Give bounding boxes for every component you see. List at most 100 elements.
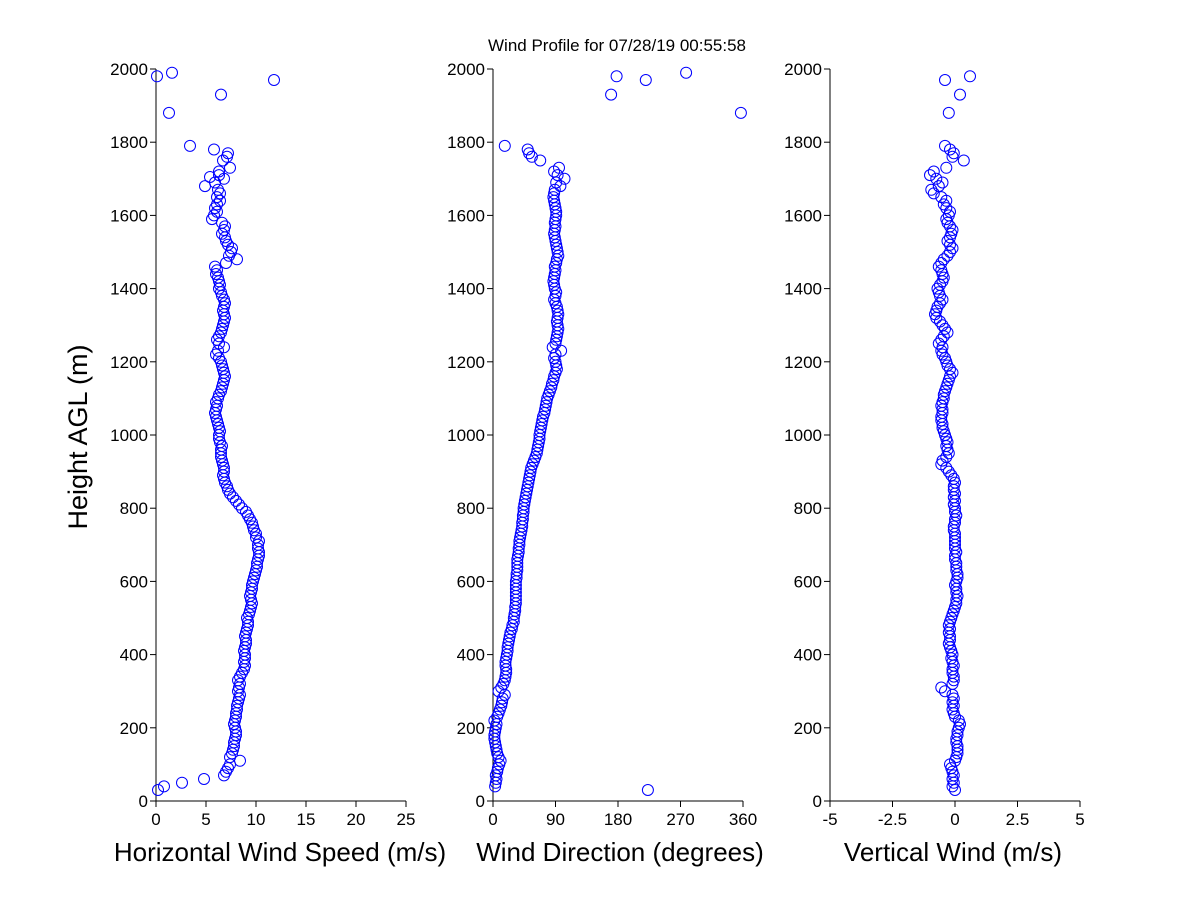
data-point xyxy=(231,253,243,266)
data-point xyxy=(947,472,960,485)
data-point xyxy=(495,681,508,694)
x-tick-label: 90 xyxy=(546,810,565,829)
data-point xyxy=(253,535,265,548)
data-point xyxy=(204,171,216,183)
data-point xyxy=(218,224,230,236)
data-point xyxy=(212,418,224,430)
data-point xyxy=(217,458,229,471)
data-point xyxy=(226,747,238,760)
y-tick-label: 200 xyxy=(794,719,822,738)
data-point xyxy=(230,494,242,507)
data-point xyxy=(220,257,232,269)
data-point xyxy=(209,407,221,419)
data-point xyxy=(233,498,245,511)
data-point xyxy=(944,363,956,376)
data-point xyxy=(208,209,220,222)
data-point xyxy=(498,139,511,152)
data-point xyxy=(949,784,961,796)
y-tick-label: 2000 xyxy=(784,60,822,79)
data-point xyxy=(605,88,618,101)
x-tick-label: 20 xyxy=(347,810,366,829)
data-point xyxy=(935,681,948,694)
y-tick-label: 600 xyxy=(457,572,485,591)
data-point xyxy=(641,784,654,796)
panel-wind-direction: 0 200 400 600 800 1000 1200 1400 1600 1800 2000 0 90… xyxy=(447,60,757,829)
data-point xyxy=(249,568,261,581)
data-point xyxy=(554,180,567,193)
x-tick-label: 0 xyxy=(151,810,160,829)
data-point xyxy=(214,425,226,438)
data-point xyxy=(215,88,227,101)
data-point xyxy=(224,161,236,174)
data-point xyxy=(937,253,950,266)
y-tick-label: 800 xyxy=(120,499,148,518)
data-point xyxy=(924,169,936,182)
y-tick-label: 1400 xyxy=(110,280,148,299)
data-point xyxy=(228,718,240,731)
data-point xyxy=(935,333,948,346)
y-tick-label: 1800 xyxy=(110,133,148,152)
x-axis-label-vertical-wind: Vertical Wind (m/s) xyxy=(844,837,1062,867)
data-point xyxy=(210,268,222,280)
data-point xyxy=(219,231,231,244)
data-point xyxy=(225,246,237,258)
data-point xyxy=(946,242,959,255)
y-tick-label: 1800 xyxy=(784,133,822,152)
y-tick-label: 200 xyxy=(120,719,148,738)
data-point xyxy=(222,483,234,496)
data-point xyxy=(240,505,252,518)
y-tick-label: 1400 xyxy=(784,280,822,299)
data-point xyxy=(227,743,239,756)
data-point xyxy=(184,139,196,152)
data-point xyxy=(219,220,231,233)
data-point xyxy=(944,246,956,258)
data-point xyxy=(219,311,231,324)
data-point xyxy=(488,714,501,727)
data-point xyxy=(523,469,536,482)
x-tick-label: 180 xyxy=(604,810,632,829)
y-tick-label: 1600 xyxy=(784,206,822,225)
data-point xyxy=(212,392,224,405)
data-point xyxy=(209,260,221,273)
data-point xyxy=(521,143,534,156)
data-point xyxy=(219,476,231,489)
data-point xyxy=(930,172,943,185)
y-axis-label: Height AGL (m) xyxy=(63,344,93,529)
y-tick-label: 1000 xyxy=(110,426,148,445)
data-point xyxy=(546,341,559,354)
y-tick-label: 200 xyxy=(457,719,485,738)
y-tick-label: 1200 xyxy=(447,353,485,372)
data-point xyxy=(217,377,229,390)
data-point xyxy=(964,70,976,83)
data-point xyxy=(213,421,225,434)
data-point xyxy=(941,235,954,247)
data-point xyxy=(216,322,228,335)
data-point xyxy=(227,491,239,504)
data-point xyxy=(947,147,960,160)
data-point xyxy=(498,688,511,701)
figure-title: Wind Profile for 07/28/19 00:55:58 xyxy=(488,36,746,55)
data-point xyxy=(524,465,537,478)
x-tick-label: 0 xyxy=(950,810,959,829)
panel-horizontal-wind-speed: 0 200 400 600 800 1000 1200 1400 1600 1800 2000 0 5 1… xyxy=(110,60,415,829)
data-point xyxy=(932,180,945,193)
data-point xyxy=(250,531,262,544)
data-point xyxy=(214,278,226,291)
data-point xyxy=(940,202,953,215)
y-tick-label: 2000 xyxy=(110,60,148,79)
data-point xyxy=(232,685,244,698)
data-point xyxy=(212,183,224,196)
y-tick-label: 400 xyxy=(120,646,148,665)
y-tick-label: 0 xyxy=(139,792,148,811)
data-point xyxy=(957,154,970,167)
data-point xyxy=(936,454,949,467)
y-tick-label: 1000 xyxy=(784,426,822,445)
y-tick-label: 400 xyxy=(457,646,485,665)
data-point xyxy=(525,150,538,163)
data-point xyxy=(946,224,959,236)
data-point xyxy=(219,297,231,310)
data-point xyxy=(931,300,944,313)
data-point xyxy=(239,630,251,643)
data-point xyxy=(226,242,238,255)
